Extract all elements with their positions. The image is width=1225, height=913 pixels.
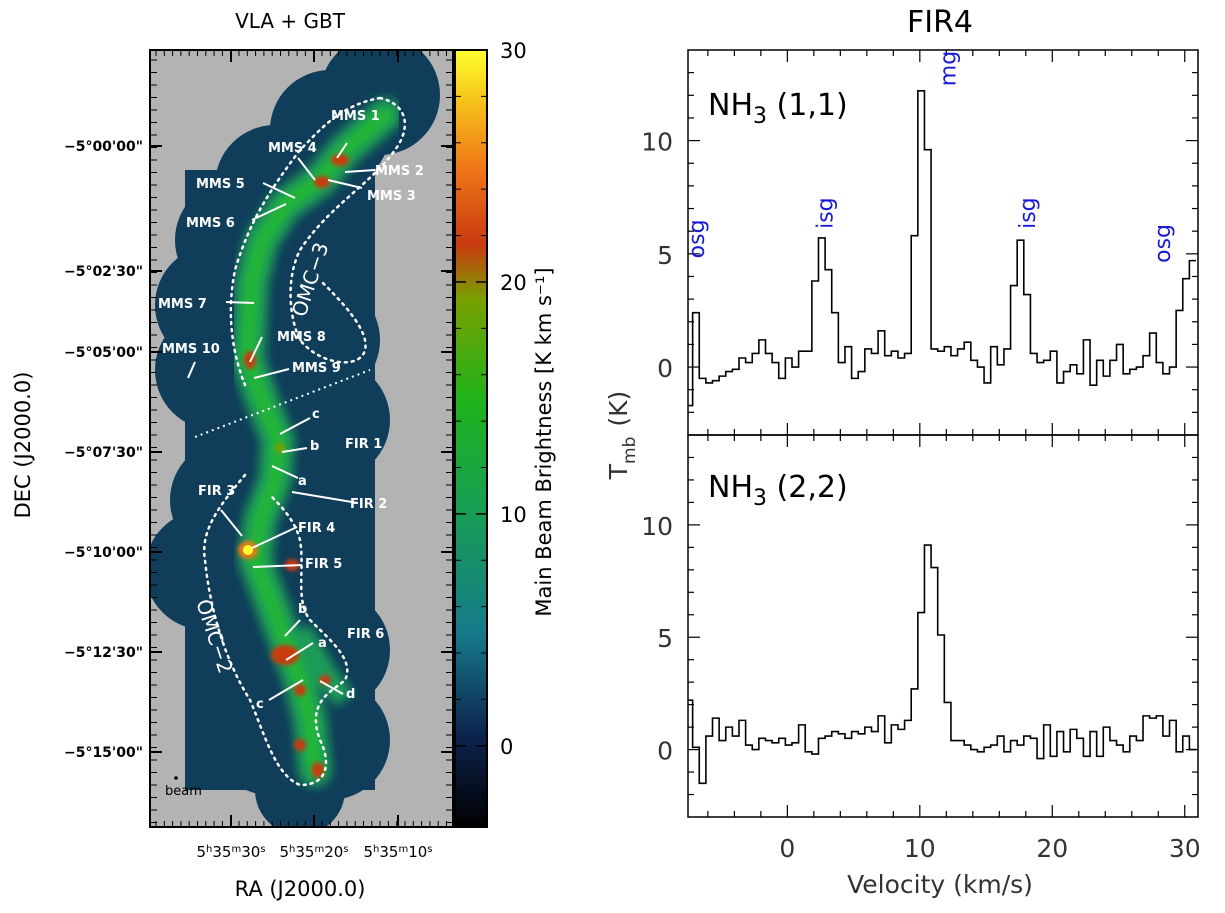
spectrum-bottom-frame [687, 434, 1199, 818]
dec-tick-label: −5°00'00" [64, 139, 143, 155]
spectra-panel: FIR4 NH3 (1,1) NH3 (2,2) osgisgmgisgosg … [604, 5, 1201, 899]
spectrum-y-tick-label: 10 [641, 512, 673, 541]
spectrum-y-tick-label: 0 [657, 354, 673, 383]
label-mms8: MMS 8 [277, 330, 326, 345]
colorbar-label: Main Beam Brightness [K km s⁻¹] [532, 267, 556, 616]
spectrum-x-tick-label: 20 [1036, 834, 1068, 863]
colorbar-ticks: 30 20 10 0 [455, 39, 527, 793]
dec-tick-label: −5°05'00" [64, 345, 143, 361]
colorbar-tick-label: 10 [500, 503, 527, 527]
label-c1: c [312, 407, 320, 422]
label-a2: a [318, 636, 327, 651]
label-fir3: FIR 3 [198, 484, 235, 499]
spectra-xlabel: Velocity (km/s) [847, 870, 1033, 899]
label-fir1: FIR 1 [345, 437, 382, 452]
spectrum-bottom-ticks [688, 435, 1198, 817]
label-fir4: FIR 4 [298, 521, 335, 536]
label-mms10: MMS 10 [162, 342, 220, 357]
label-fir6: FIR 6 [347, 627, 384, 642]
ra-tick-labels: 5h35m30s 5h35m20s 5h35m10s [196, 843, 432, 861]
source-leader-lines [187, 142, 376, 701]
label-mms2: MMS 2 [375, 164, 424, 179]
panel-label-nh3-22-rest: (2,2) [767, 470, 848, 505]
label-mms1: MMS 1 [331, 109, 380, 124]
label-mms5: MMS 5 [196, 177, 245, 192]
dec-tick-labels: −5°00'00" −5°02'30" −5°05'00" −5°07'30" −5°1… [64, 139, 143, 761]
map-panel: VLA + GBT [11, 9, 556, 901]
map-frame [149, 49, 454, 828]
colorbar-tick-label: 0 [500, 735, 513, 759]
omc2-outline [202, 473, 349, 787]
panel-label-nh3-22: NH3 (2,2) [708, 470, 848, 511]
dec-tick-label: −5°15'00" [64, 745, 143, 761]
label-mms9: MMS 9 [292, 361, 341, 376]
spectra-ylabel-main: T [604, 463, 633, 480]
spectrum-y-tick-label: 5 [657, 241, 673, 270]
spectrum-y-tick-label: 0 [657, 737, 673, 766]
dec-tick-label: −5°07'30" [64, 445, 143, 461]
label-b1: b [310, 439, 319, 454]
label-mms7: MMS 7 [158, 297, 207, 312]
omc3-outline [229, 96, 407, 387]
ra-tick-label: 5h35m10s [363, 843, 432, 861]
label-a1: a [298, 474, 307, 489]
spectrum-x-tick-label: 0 [779, 834, 795, 863]
dec-tick-label: −5°10'00" [64, 545, 143, 561]
beam-marker [174, 776, 178, 780]
spectrum-nh3-22-line [688, 544, 1197, 785]
hyperfine-annotation: mg [937, 51, 962, 86]
panel-label-nh3-11-main: NH [708, 88, 753, 123]
colorbar-tick-label: 20 [500, 271, 527, 295]
ra-tick-label: 5h35m30s [196, 843, 265, 861]
spectrum-y-tick-label: 10 [641, 128, 673, 157]
ra-tick-label: 5h35m20s [279, 843, 348, 861]
panel-label-nh3-22-sub: 3 [753, 486, 767, 511]
hyperfine-annotations: osg isg mg isg osg [685, 51, 1176, 263]
colorbar-tick-label: 30 [500, 39, 527, 63]
spectrum-y-tick-labels: 0 5 10 0 5 10 [641, 128, 673, 766]
spectrum-x-tick-labels: 0 10 20 30 [779, 834, 1200, 863]
spectra-title: FIR4 [907, 5, 973, 40]
map-ticks [150, 50, 453, 827]
map-title: VLA + GBT [235, 9, 346, 33]
label-fir2: FIR 2 [350, 497, 387, 512]
label-mms4: MMS 4 [268, 141, 317, 156]
hyperfine-annotation: osg [685, 219, 710, 258]
label-mms3: MMS 3 [367, 189, 416, 204]
colorbar [454, 49, 488, 828]
label-d2: d [346, 687, 355, 702]
spectrum-x-tick-label: 30 [1169, 834, 1201, 863]
boundary-line [194, 369, 371, 438]
panel-label-nh3-11-sub: 3 [753, 104, 767, 129]
beam-label: beam [165, 784, 202, 799]
dec-tick-label: −5°12'30" [64, 645, 143, 661]
spectra-ylabel-unit: (K) [604, 391, 633, 427]
hyperfine-annotation: osg [1151, 224, 1176, 263]
label-mms6: MMS 6 [186, 216, 235, 231]
hyperfine-annotation: isg [813, 197, 838, 229]
hyperfine-annotation: isg [1016, 197, 1041, 229]
map-xlabel: RA (J2000.0) [235, 877, 366, 901]
panel-label-nh3-11-rest: (1,1) [767, 88, 848, 123]
label-c2: c [256, 697, 264, 712]
source-labels: MMS 1 MMS 4 MMS 2 MMS 3 MMS 5 MMS 6 MMS … [158, 109, 424, 712]
map-ylabel: DEC (J2000.0) [11, 372, 35, 519]
spectrum-x-tick-label: 10 [904, 834, 936, 863]
emission-peaks [238, 154, 349, 778]
panel-label-nh3-22-main: NH [708, 470, 753, 505]
spectra-ylabel: Tmb (K) [604, 391, 640, 481]
spectra-ylabel-sub: mb [620, 437, 640, 464]
label-b2: b [298, 602, 307, 617]
spectrum-y-tick-label: 5 [657, 624, 673, 653]
dec-tick-label: −5°02'30" [64, 264, 143, 280]
label-fir5: FIR 5 [305, 557, 342, 572]
panel-label-nh3-11: NH3 (1,1) [708, 88, 848, 129]
spectrum-nh3-11-line [688, 89, 1197, 407]
